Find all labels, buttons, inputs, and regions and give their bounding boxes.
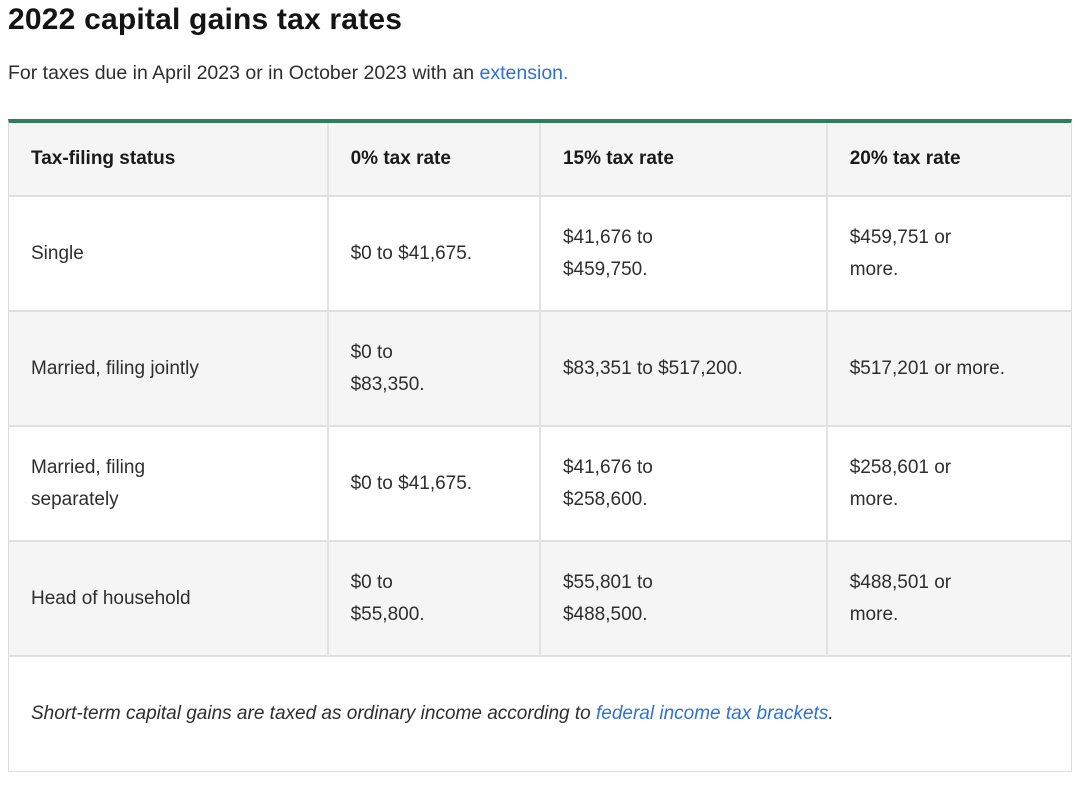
cell-text: Married, filing separately bbox=[31, 456, 146, 510]
cell-text: $83,351 to $517,200. bbox=[562, 357, 743, 379]
column-header-0-percent: 0% tax rate bbox=[326, 123, 540, 197]
subtitle-text: For taxes due in April 2023 or in Octobe… bbox=[8, 62, 480, 84]
cell-rate-15: $55,801 to $488,500. bbox=[538, 540, 827, 657]
cell-status: Married, filing jointly bbox=[9, 310, 328, 427]
cell-status: Head of household bbox=[9, 540, 328, 657]
footnote-text: Short-term capital gains are taxed as or… bbox=[31, 703, 596, 725]
cell-text: $459,751 or more. bbox=[849, 226, 952, 280]
cell-rate-20: $258,601 or more. bbox=[825, 425, 1071, 542]
column-header-20-percent: 20% tax rate bbox=[825, 123, 1071, 197]
cell-status: Married, filing separately bbox=[9, 425, 328, 542]
cell-status: Single bbox=[9, 195, 328, 312]
table-row-married-jointly: Married, filing jointly $0 to $83,350. $… bbox=[9, 310, 1071, 427]
column-header-filing-status: Tax-filing status bbox=[9, 123, 328, 197]
page-title: 2022 capital gains tax rates bbox=[8, 3, 403, 36]
cell-text: $41,676 to $459,750. bbox=[562, 226, 653, 280]
cell-rate-0: $0 to $83,350. bbox=[326, 310, 540, 427]
cell-text: $41,676 to $258,600. bbox=[562, 456, 653, 510]
cell-rate-0: $0 to $55,800. bbox=[326, 540, 540, 657]
table-row-head-of-household: Head of household $0 to $55,800. $55,801… bbox=[9, 540, 1071, 657]
cell-text: $0 to $41,675. bbox=[350, 242, 473, 264]
table-row-single: Single $0 to $41,675. $41,676 to $459,75… bbox=[9, 195, 1071, 312]
cell-text: Married, filing jointly bbox=[31, 357, 199, 379]
cell-rate-15: $41,676 to $459,750. bbox=[538, 195, 827, 312]
table-row-married-separately: Married, filing separately $0 to $41,675… bbox=[9, 425, 1071, 542]
tax-rates-table: Tax-filing status 0% tax rate 15% tax ra… bbox=[9, 123, 1071, 772]
cell-text: $0 to $55,800. bbox=[350, 571, 425, 625]
tax-rates-table-container: Tax-filing status 0% tax rate 15% tax ra… bbox=[8, 119, 1072, 773]
column-header-15-percent: 15% tax rate bbox=[538, 123, 827, 197]
cell-rate-0: $0 to $41,675. bbox=[326, 195, 540, 312]
table-header-row: Tax-filing status 0% tax rate 15% tax ra… bbox=[9, 123, 1071, 197]
extension-link[interactable]: extension. bbox=[479, 62, 569, 84]
cell-rate-15: $83,351 to $517,200. bbox=[538, 310, 827, 427]
subtitle: For taxes due in April 2023 or in Octobe… bbox=[8, 60, 1072, 86]
cell-text: Single bbox=[31, 242, 84, 264]
footnote-period: . bbox=[828, 703, 834, 725]
cell-text: $517,201 or more. bbox=[849, 357, 1005, 379]
cell-text: $0 to $83,350. bbox=[350, 341, 425, 395]
cell-text: $488,501 or more. bbox=[849, 571, 952, 625]
cell-rate-20: $488,501 or more. bbox=[825, 540, 1071, 657]
cell-rate-0: $0 to $41,675. bbox=[326, 425, 540, 542]
cell-rate-20: $459,751 or more. bbox=[825, 195, 1071, 312]
cell-text: Head of household bbox=[31, 587, 191, 609]
cell-text: $258,601 or more. bbox=[849, 456, 952, 510]
cell-text: $0 to $41,675. bbox=[350, 472, 473, 494]
cell-rate-20: $517,201 or more. bbox=[825, 310, 1071, 427]
cell-text: $55,801 to $488,500. bbox=[562, 571, 653, 625]
cell-rate-15: $41,676 to $258,600. bbox=[538, 425, 827, 542]
table-footnote-row: Short-term capital gains are taxed as or… bbox=[9, 655, 1071, 772]
federal-income-tax-brackets-link[interactable]: federal income tax brackets bbox=[596, 703, 829, 725]
footnote-cell: Short-term capital gains are taxed as or… bbox=[9, 655, 1071, 772]
